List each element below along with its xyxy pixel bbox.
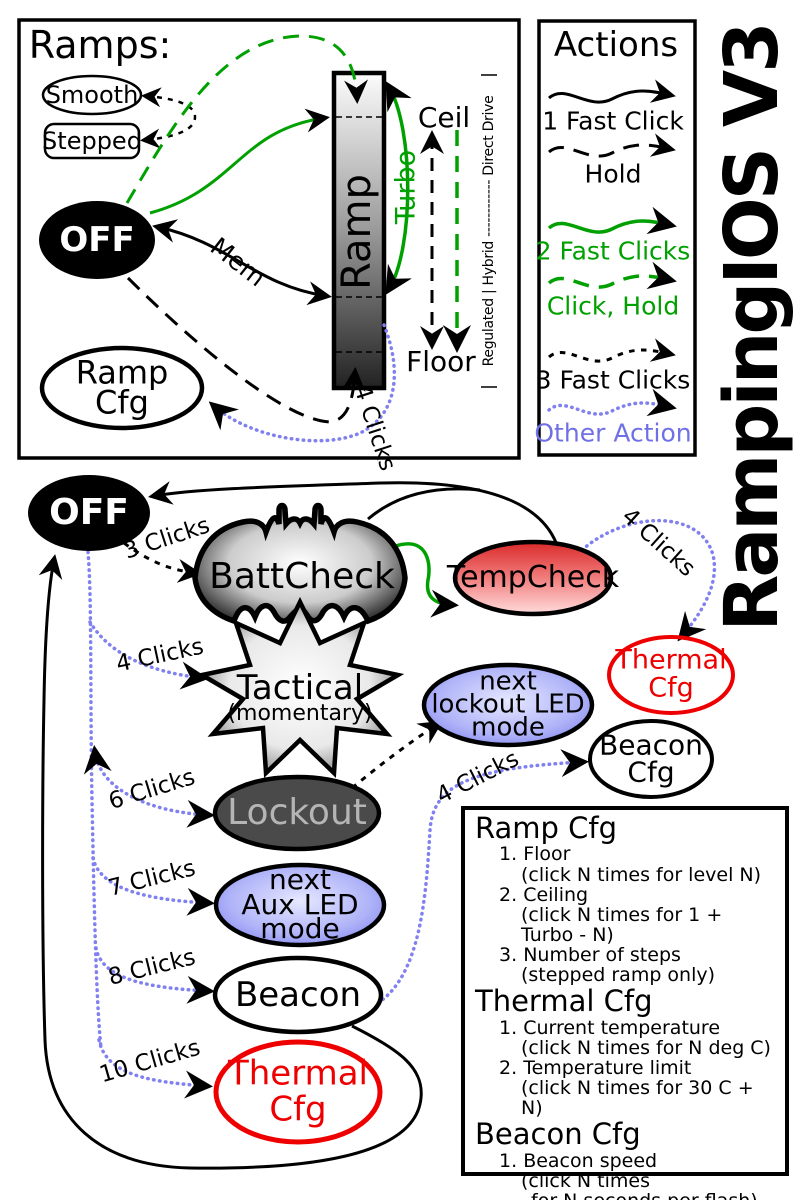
legend-3-fast-clicks-arrow xyxy=(548,338,676,363)
node-off-main xyxy=(28,475,150,551)
legend-hold-label: Hold xyxy=(584,159,642,189)
lockout-label: Lockout xyxy=(227,792,367,833)
ramps-panel-title: Ramps: xyxy=(28,23,172,67)
edge-loop-back-to-off xyxy=(38,554,423,1170)
turbo-label: Turbo xyxy=(390,149,422,225)
legend-other-action-arrow xyxy=(547,388,677,417)
config-item-detail: (click N times for N deg C) xyxy=(521,1036,771,1059)
config-reference-panel: Ramp Cfg 1. Floor (click N times for lev… xyxy=(461,806,789,1200)
edge-off-ramp-floor xyxy=(126,276,366,424)
drive-scale-label: Regulated | Hybrid ------------ Direct D… xyxy=(481,95,497,367)
aux-led-mode-label: next Aux LED mode xyxy=(241,863,359,946)
node-lockout xyxy=(212,774,382,852)
edge-off-ramp-mem xyxy=(152,219,332,306)
edge-off-auxled xyxy=(91,856,215,916)
thermal-cfg-top-label: Thermal Cfg xyxy=(615,644,727,704)
node-tempcheck xyxy=(452,539,614,617)
node-off-ramps xyxy=(39,201,155,279)
config-item: 1. Current temperature xyxy=(499,1016,721,1039)
config-item-detail: (click N times xyxy=(521,1170,650,1193)
edge-lockout-lockoutled xyxy=(351,720,444,790)
legend-other-action-label: Other Action xyxy=(534,418,692,448)
ramp-bar xyxy=(331,70,387,391)
config-item: 2. Ceiling xyxy=(499,883,589,906)
node-tactical-star-shape xyxy=(195,596,405,779)
edge-tempcheck-thermalcfg xyxy=(580,518,717,642)
tempcheck-label: TempCheck xyxy=(446,560,620,595)
smooth-label: Smooth xyxy=(45,81,139,109)
node-thermal-cfg-bottom xyxy=(213,1039,383,1145)
off-label-ramps: OFF xyxy=(59,220,135,260)
edge-off-ramp-top xyxy=(125,34,369,204)
node-beacon-cfg xyxy=(588,719,714,799)
legend-1-fast-click-label: 1 Fast Click xyxy=(542,106,684,136)
edge-off-ramp-ceiling xyxy=(149,108,330,215)
legend-click-hold-label: Click, Hold xyxy=(546,291,680,321)
off-label-main: OFF xyxy=(49,492,129,533)
legend-2-fast-clicks-arrow xyxy=(547,206,677,235)
node-stepped xyxy=(43,122,141,160)
config-item: 1. Floor xyxy=(499,843,571,866)
drive-scale-ticks xyxy=(481,74,497,388)
node-aux-led-mode xyxy=(213,862,387,948)
node-thermal-cfg-top xyxy=(607,635,735,715)
edge-off-battcheck xyxy=(123,541,202,583)
ramp-bar-label: Ramp xyxy=(334,174,380,290)
edge-turbo-toggle xyxy=(385,80,412,295)
edge-ramp-rampcfg xyxy=(208,323,396,443)
beacon-label: Beacon xyxy=(234,975,362,1015)
edge-tempcheck-off xyxy=(148,481,559,546)
config-item-detail: for N seconds per flash) xyxy=(475,1191,777,1200)
ramp-cfg-node-label: Ramp Cfg xyxy=(75,353,169,422)
ramps-panel-frame xyxy=(17,18,521,460)
actions-panel-title: Actions xyxy=(553,25,679,65)
config-item-detail: (click N times for level N) xyxy=(521,863,762,886)
legend-3-fast-clicks-label: 3 Fast Clicks xyxy=(535,365,691,395)
edge-off-tactical xyxy=(88,620,209,690)
lockout-led-mode-label: next lockout LED mode xyxy=(431,666,585,743)
thermal-cfg-bottom-label: Thermal Cfg xyxy=(227,1053,369,1129)
edge-battcheck-tempcheck xyxy=(392,542,459,618)
config-item: 1. Beacon speed xyxy=(499,1149,658,1172)
config-item: 3. Number of steps xyxy=(499,944,681,967)
config-item-detail: (click N times for 30 C + N) xyxy=(521,1077,754,1120)
legend-2-fast-clicks-label: 2 Fast Clicks xyxy=(535,236,691,266)
edge-battcheck-off-merge xyxy=(367,487,481,521)
config-item-detail: (stepped ramp only) xyxy=(521,964,716,987)
actions-panel-frame xyxy=(537,19,697,457)
ceil-label: Ceil xyxy=(417,101,471,134)
app-title: RampingIOS V3 xyxy=(709,24,795,632)
edge-beacon-beaconcfg xyxy=(376,749,589,1005)
beacon-cfg-label: Beacon Cfg xyxy=(599,728,703,788)
node-battcheck-bat-shape xyxy=(192,502,408,625)
legend-click-hold-arrow xyxy=(547,261,677,290)
node-ramp-cfg xyxy=(39,345,205,431)
tactical-label: Tactical (momentary) xyxy=(227,668,373,726)
legend-hold-arrow xyxy=(548,133,676,158)
legend-1-fast-click-arrow xyxy=(548,79,676,104)
node-beacon xyxy=(212,955,384,1035)
config-section-title-ramp: Ramp Cfg xyxy=(475,811,618,845)
battcheck-label: BattCheck xyxy=(209,556,395,597)
node-lockout-led-mode xyxy=(421,662,595,748)
config-item: 2. Temperature limit xyxy=(499,1057,692,1080)
config-section-title-thermal: Thermal Cfg xyxy=(475,984,653,1019)
stepped-label: Stepped xyxy=(42,127,142,155)
floor-label: Floor xyxy=(406,345,476,378)
edge-off-thermalcfg xyxy=(97,1038,213,1099)
edge-smooth-stepped-toggle xyxy=(140,87,197,149)
edge-off-lockout xyxy=(83,745,215,828)
edge-off-beacon xyxy=(94,946,215,1004)
config-item-detail: (click N times for 1 + Turbo - N) xyxy=(521,903,723,946)
config-section-title-beacon: Beacon Cfg xyxy=(475,1117,641,1152)
